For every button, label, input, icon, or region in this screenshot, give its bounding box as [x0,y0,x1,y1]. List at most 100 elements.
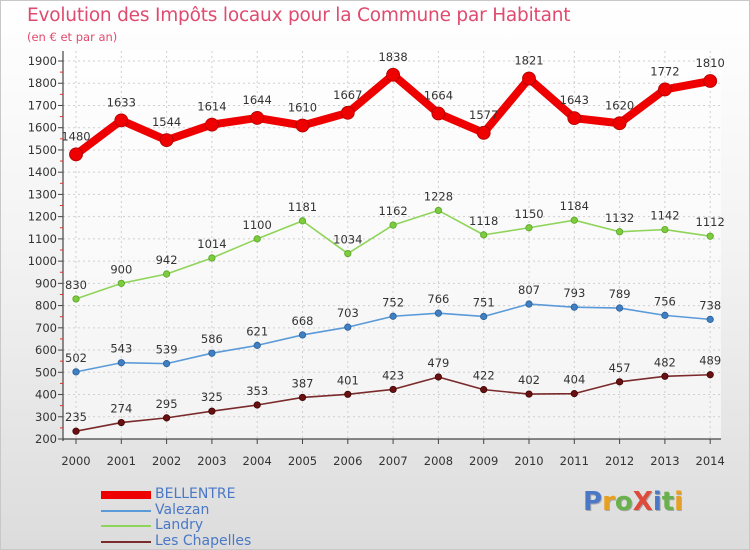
data-point-bellentre [567,111,582,126]
data-label-landry: 1100 [243,218,272,232]
data-label-valezan: 502 [65,351,87,365]
proxiti-logo: ProXiti [583,487,683,517]
data-point-landry [253,235,261,243]
logo-letter: X [632,487,653,517]
data-point-landry [208,254,216,262]
data-point-valezan [434,309,442,317]
data-point-bellentre [386,67,401,82]
data-point-landry [661,225,669,234]
data-point-valezan [615,304,624,312]
data-point-les-chapelles [525,390,533,398]
data-point-landry [117,279,125,287]
data-point-landry [389,221,397,229]
x-tick-label: 2013 [650,454,679,468]
y-tick-label: 1400 [28,165,57,179]
data-point-landry [525,224,533,232]
x-tick-label: 2004 [243,454,272,468]
y-tick-label: 700 [35,321,57,335]
data-label-landry: 1181 [288,200,317,214]
data-point-valezan [661,311,669,319]
data-point-bellentre [612,116,627,131]
data-label-bellentre: 1838 [378,50,407,64]
data-label-landry: 1132 [605,211,634,225]
data-point-les-chapelles [661,372,669,380]
data-label-bellentre: 1643 [560,93,589,107]
data-label-les-chapelles: 401 [337,373,359,387]
data-label-bellentre: 1644 [243,93,272,107]
x-tick-label: 2010 [514,454,543,468]
data-label-valezan: 766 [427,292,449,306]
x-tick-label: 2007 [378,454,407,468]
data-label-les-chapelles: 274 [110,402,132,416]
legend-label: Valezan [155,501,210,518]
data-label-bellentre: 1810 [696,56,725,70]
data-label-landry: 1228 [424,189,453,203]
data-point-les-chapelles [253,401,261,409]
data-label-bellentre: 1610 [288,100,317,114]
data-label-valezan: 751 [473,295,495,309]
legend-label: Landry [155,517,204,533]
data-point-landry [480,231,488,239]
data-point-bellentre [522,71,536,86]
data-label-les-chapelles: 387 [292,376,314,390]
data-label-bellentre: 1664 [424,88,453,102]
data-label-landry: 942 [156,253,178,267]
legend-swatch [101,525,151,527]
data-label-les-chapelles: 353 [246,384,268,398]
y-tick-label: 600 [35,343,57,357]
data-point-les-chapelles [706,371,714,379]
data-label-landry: 830 [65,278,87,292]
y-tick-label: 1500 [28,143,57,157]
x-tick-label: 2000 [61,454,90,468]
data-point-valezan [208,349,216,357]
y-tick-label: 1200 [28,210,57,224]
data-label-landry: 1112 [696,215,725,229]
x-tick-label: 2003 [197,454,226,468]
data-point-valezan [253,341,261,349]
data-label-bellentre: 1821 [514,54,543,68]
y-tick-label: 1300 [28,187,57,201]
data-label-landry: 1162 [378,204,407,218]
data-label-bellentre: 1480 [61,129,90,143]
data-point-bellentre [658,82,672,97]
data-label-valezan: 703 [337,306,359,320]
data-label-les-chapelles: 489 [699,354,721,368]
x-tick-label: 2008 [424,454,453,468]
data-point-valezan [570,303,578,311]
legend-item: BELLENTRE [101,487,301,503]
data-label-landry: 1014 [197,237,226,251]
data-label-bellentre: 1633 [107,95,136,109]
data-point-valezan [163,360,171,368]
data-point-les-chapelles [344,390,352,398]
data-point-bellentre [431,106,446,121]
plot-area [63,51,721,439]
chart-legend: BELLENTRE Valezan Landry Les Chapelles [101,487,301,549]
data-point-les-chapelles [570,390,578,398]
data-point-landry [344,249,352,258]
x-tick-label: 2006 [333,454,362,468]
data-label-landry: 900 [110,262,132,276]
logo-letter: t [661,487,675,517]
x-tick-label: 2014 [696,454,725,468]
data-label-les-chapelles: 325 [201,390,223,404]
data-label-valezan: 539 [156,343,178,357]
data-point-bellentre [703,74,718,88]
legend-item: Les Chapelles [101,533,301,550]
y-tick-label: 1600 [28,121,57,135]
y-tick-label: 400 [35,388,57,402]
data-point-landry [706,232,714,240]
data-label-landry: 1150 [514,207,543,221]
data-label-les-chapelles: 482 [654,355,676,369]
data-label-les-chapelles: 423 [382,368,404,382]
data-label-bellentre: 1544 [152,115,181,129]
data-point-landry [72,295,80,303]
data-point-les-chapelles [389,385,397,394]
data-label-les-chapelles: 422 [473,369,495,383]
y-tick-label: 900 [35,276,57,290]
data-point-landry [570,216,578,224]
data-point-valezan [117,359,125,367]
data-point-valezan [344,323,352,331]
data-label-les-chapelles: 235 [65,410,87,424]
logo-letter: P [583,487,603,517]
